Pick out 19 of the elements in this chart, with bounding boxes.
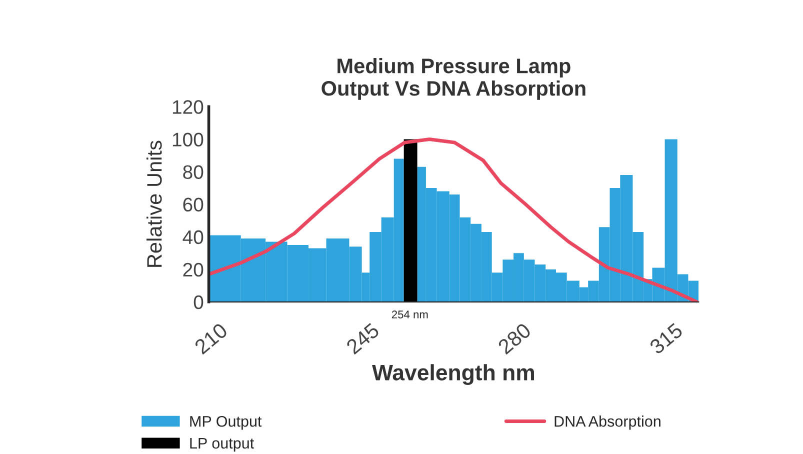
y-axis-title: Relative Units bbox=[146, 140, 162, 267]
x-tick-label: 210 bbox=[194, 322, 228, 355]
y-tick-label: 20 bbox=[183, 262, 204, 277]
line-series bbox=[208, 137, 699, 302]
x-tick-label: 280 bbox=[497, 322, 532, 355]
y-tick-label: 80 bbox=[183, 165, 204, 179]
x-axis-title: Wavelength nm bbox=[372, 364, 534, 385]
chart-title: Medium Pressure Lamp Output Vs DNA Absorption bbox=[322, 58, 586, 100]
annotation: 254 nm bbox=[392, 310, 428, 318]
y-tick-label: 60 bbox=[183, 198, 204, 212]
legend-label: LP output bbox=[190, 438, 254, 452]
x-tick-label: 245 bbox=[345, 322, 380, 355]
x-tick-label: 315 bbox=[648, 322, 684, 355]
legend-label: DNA Absorption bbox=[554, 416, 660, 430]
y-tick-label: 100 bbox=[172, 132, 204, 146]
y-tick-label: 120 bbox=[172, 100, 204, 114]
y-tick-label: 40 bbox=[182, 230, 204, 244]
legend-label: MP Output bbox=[190, 416, 262, 430]
y-tick-label: 0 bbox=[194, 295, 204, 310]
